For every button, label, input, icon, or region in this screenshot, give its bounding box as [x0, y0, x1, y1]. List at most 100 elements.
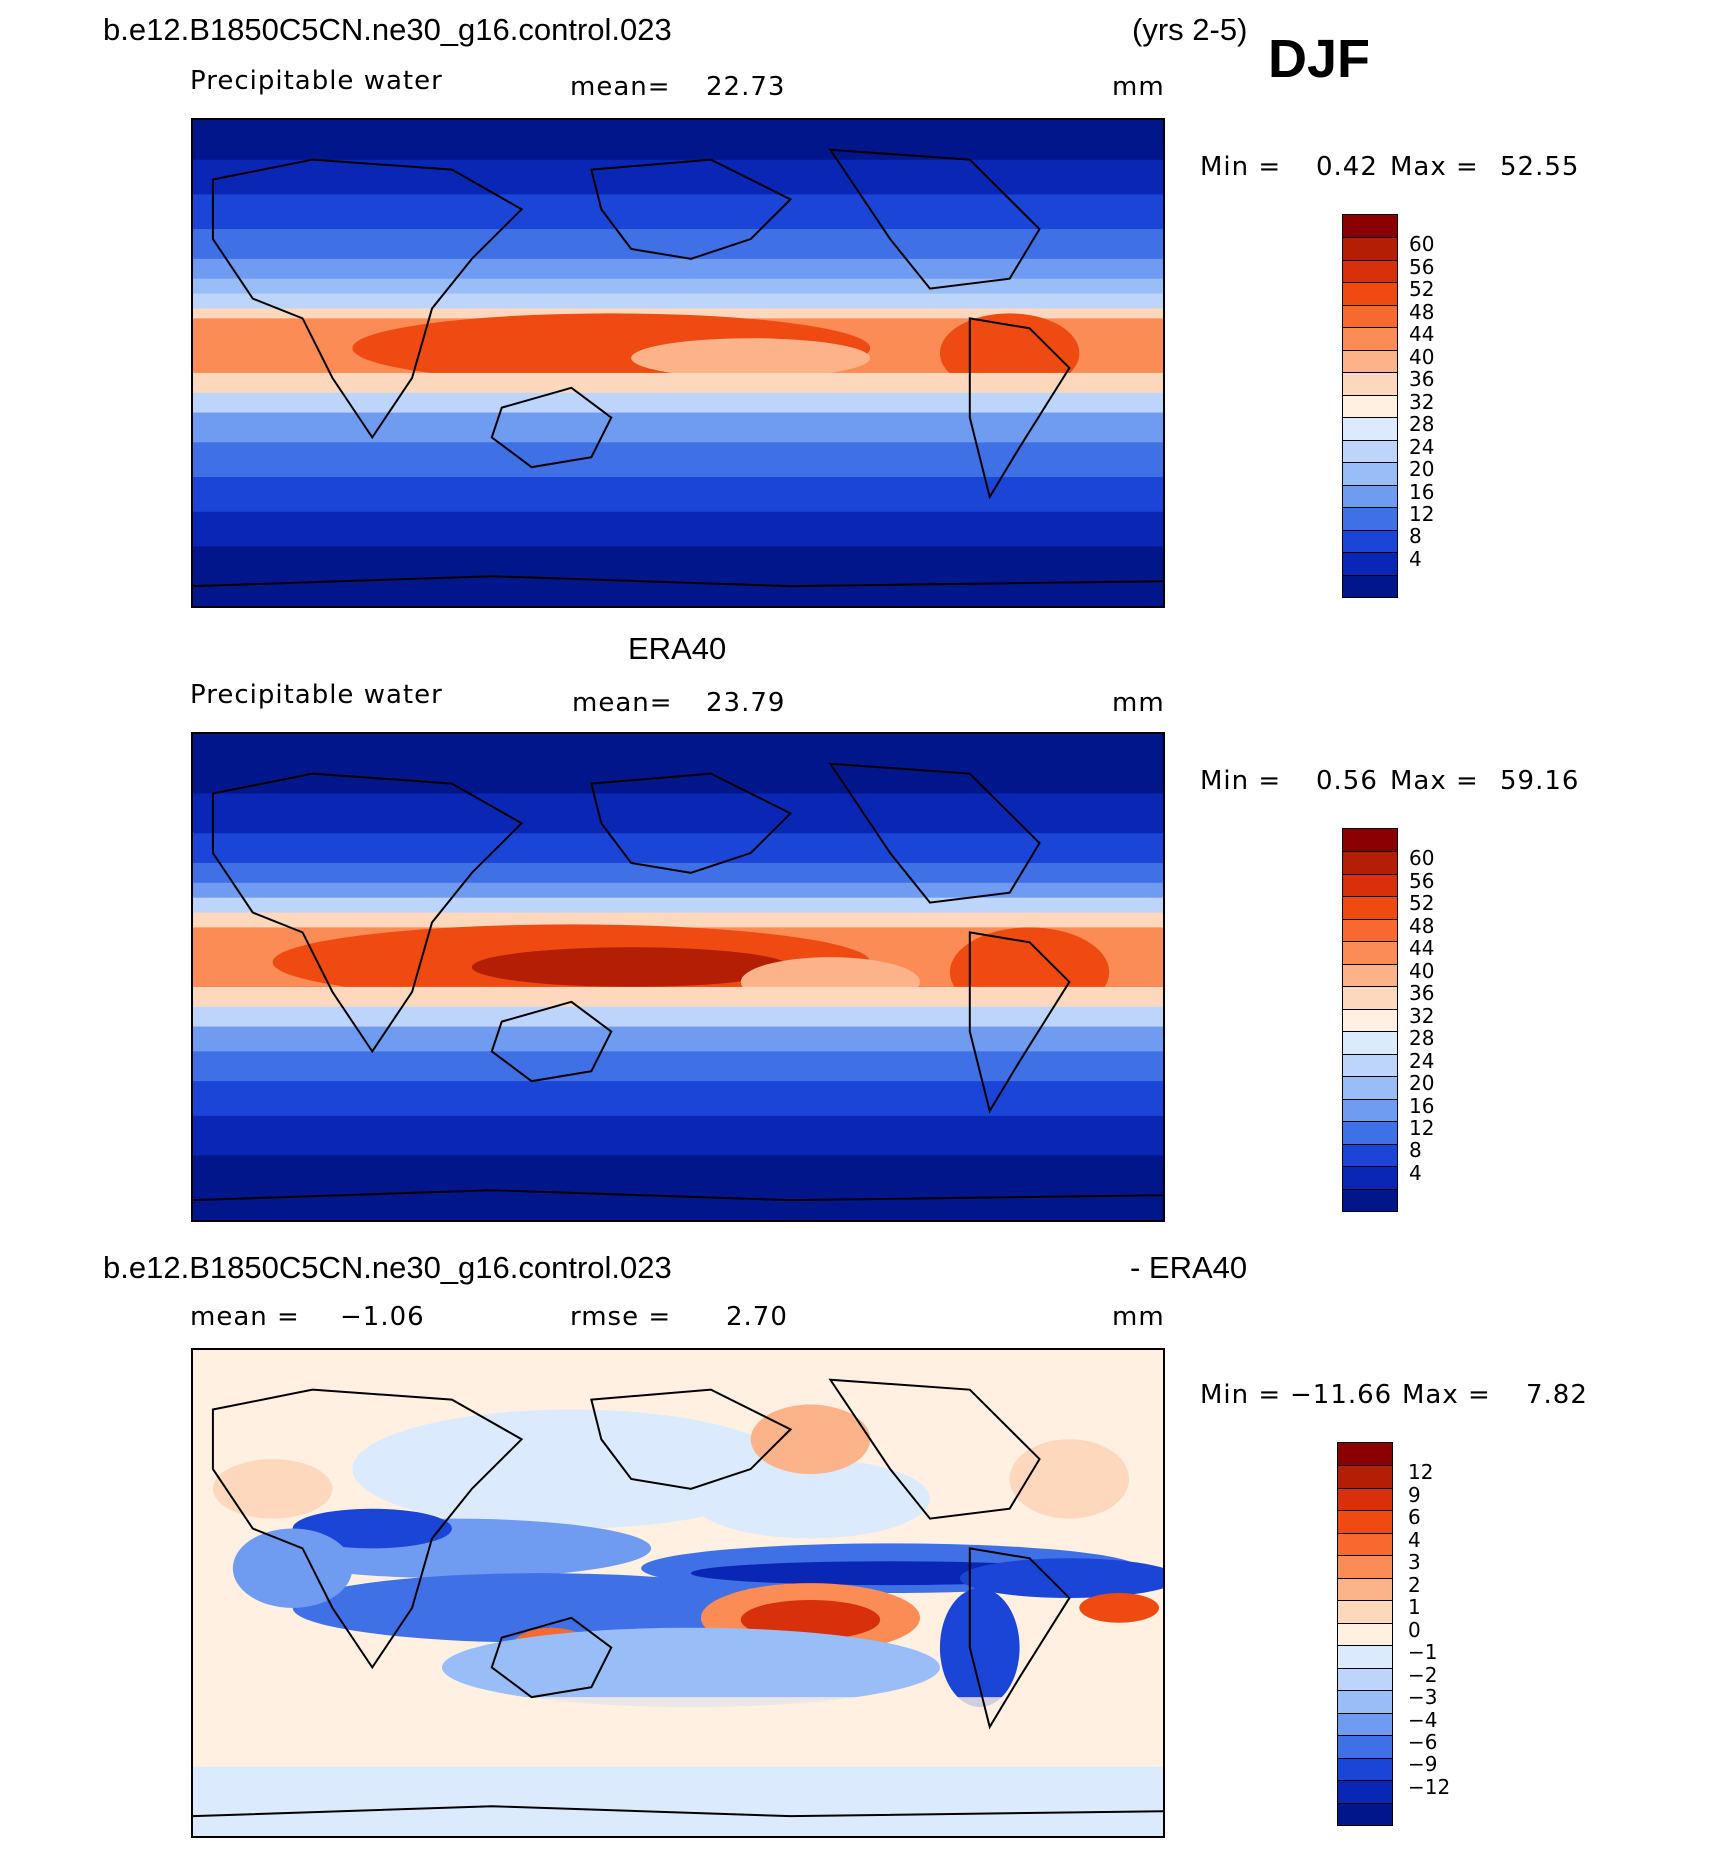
colorbar-label: −6 — [1408, 1729, 1438, 1754]
colorbar-segment — [1343, 1076, 1397, 1099]
panel2-min-label: Min = — [1200, 766, 1282, 796]
colorbar-segment — [1338, 1487, 1392, 1511]
panel2-mean-label: mean= — [572, 688, 673, 718]
difference-colorbar — [1337, 1442, 1393, 1826]
panel3-min-value: −11.66 — [1290, 1380, 1393, 1410]
colorbar-segment — [1343, 574, 1397, 597]
colorbar-label: 56 — [1409, 254, 1435, 279]
panel3-max-label: Max = — [1402, 1380, 1491, 1410]
colorbar-label: 12 — [1409, 501, 1435, 526]
panel2-max-value: 59.16 — [1500, 766, 1580, 796]
panel3-title-left: b.e12.B1850C5CN.ne30_g16.control.023 — [103, 1250, 672, 1285]
colorbar-segment — [1343, 282, 1397, 305]
colorbar-label: 28 — [1409, 412, 1435, 437]
panel1-min-value: 0.42 — [1316, 152, 1378, 182]
colorbar-segment — [1338, 1510, 1392, 1533]
colorbar-segment — [1343, 327, 1397, 350]
panel3-title-right: - ERA40 — [1130, 1250, 1248, 1285]
panel1-mean-label: mean= — [570, 72, 671, 102]
colorbar-label: −12 — [1408, 1774, 1451, 1799]
panel2-title: ERA40 — [628, 631, 727, 666]
case-title: b.e12.B1850C5CN.ne30_g16.control.023 — [103, 12, 672, 47]
colorbar-label: −9 — [1408, 1752, 1438, 1777]
colorbar-segment — [1343, 484, 1397, 508]
panel3-rmse-value: 2.70 — [726, 1302, 788, 1332]
colorbar-label: 4 — [1409, 1160, 1422, 1185]
colorbar-label: 36 — [1409, 367, 1435, 392]
colorbar-segment — [1343, 873, 1397, 897]
colorbar-segment — [1338, 1443, 1392, 1466]
colorbar-segment — [1343, 1166, 1397, 1189]
model-map — [191, 118, 1165, 608]
panel3-units: mm — [1112, 1302, 1165, 1332]
colorbar-segment — [1343, 851, 1397, 874]
colorbar-segment — [1343, 941, 1397, 964]
colorbar-label: 52 — [1409, 891, 1435, 916]
colorbar-label: 0 — [1408, 1617, 1421, 1642]
colorbar-label: 48 — [1409, 913, 1435, 938]
colorbar-label: −4 — [1408, 1707, 1438, 1732]
colorbar-label: 40 — [1409, 344, 1435, 369]
colorbar-label: 52 — [1409, 277, 1435, 302]
colorbar-segment — [1343, 963, 1397, 987]
panel1-min-label: Min = — [1200, 152, 1282, 182]
colorbar-label: 44 — [1409, 936, 1435, 961]
panel2-units: mm — [1112, 688, 1165, 718]
panel1-units: mm — [1112, 72, 1165, 102]
colorbar-label: 40 — [1409, 958, 1435, 983]
colorbar-segment — [1338, 1802, 1392, 1825]
colorbar-segment — [1343, 507, 1397, 530]
colorbar-segment — [1338, 1712, 1392, 1736]
colorbar-label: 3 — [1408, 1550, 1421, 1575]
colorbar-label: 32 — [1409, 1003, 1435, 1028]
colorbar-segment — [1343, 462, 1397, 485]
colorbar-segment — [1343, 394, 1397, 418]
colorbar-label: −3 — [1408, 1685, 1438, 1710]
colorbar-label: 12 — [1408, 1460, 1434, 1485]
panel2-mean-value: 23.79 — [706, 688, 786, 718]
colorbar-segment — [1343, 237, 1397, 260]
colorbar-segment — [1343, 417, 1397, 440]
colorbar-segment — [1338, 1780, 1392, 1803]
colorbar-segment — [1343, 1098, 1397, 1122]
panel1-variable: Precipitable water — [190, 66, 443, 96]
colorbar-label: 16 — [1409, 1093, 1435, 1118]
colorbar-segment — [1343, 1053, 1397, 1077]
panel2-min-value: 0.56 — [1316, 766, 1378, 796]
colorbar-segment — [1343, 1143, 1397, 1167]
panel1-mean-value: 22.73 — [706, 72, 786, 102]
colorbar-label: 6 — [1408, 1505, 1421, 1530]
colorbar-label: 2 — [1408, 1572, 1421, 1597]
colorbar-label: 60 — [1409, 232, 1435, 257]
colorbar-segment — [1343, 1008, 1397, 1032]
colorbar-segment — [1343, 918, 1397, 942]
colorbar-label: 56 — [1409, 868, 1435, 893]
difference-map — [191, 1348, 1165, 1838]
colorbar-segment — [1338, 1645, 1392, 1668]
colorbar-label: 32 — [1409, 389, 1435, 414]
colorbar-label: 8 — [1409, 524, 1422, 549]
colorbar-segment — [1338, 1667, 1392, 1691]
colorbar-segment — [1343, 372, 1397, 395]
colorbar-segment — [1343, 986, 1397, 1009]
colorbar-label: 1 — [1408, 1595, 1421, 1620]
colorbar-label: 20 — [1409, 1071, 1435, 1096]
colorbar-label: 24 — [1409, 434, 1435, 459]
panel3-rmse-label: rmse = — [570, 1302, 672, 1332]
colorbar-segment — [1343, 1031, 1397, 1054]
panel3-mean-label: mean = — [190, 1302, 300, 1332]
colorbar-label: −2 — [1408, 1662, 1438, 1687]
model-colorbar — [1342, 214, 1398, 598]
colorbar-segment — [1338, 1757, 1392, 1781]
colorbar-label: 12 — [1409, 1115, 1435, 1140]
colorbar-segment — [1338, 1622, 1392, 1646]
panel3-mean-value: −1.06 — [340, 1302, 425, 1332]
colorbar-segment — [1343, 829, 1397, 852]
panel1-max-label: Max = — [1390, 152, 1479, 182]
colorbar-segment — [1343, 304, 1397, 328]
panel3-min-label: Min = — [1200, 1380, 1282, 1410]
colorbar-segment — [1343, 1188, 1397, 1211]
colorbar-segment — [1338, 1690, 1392, 1713]
colorbar-segment — [1338, 1465, 1392, 1488]
colorbar-label: 4 — [1409, 546, 1422, 571]
